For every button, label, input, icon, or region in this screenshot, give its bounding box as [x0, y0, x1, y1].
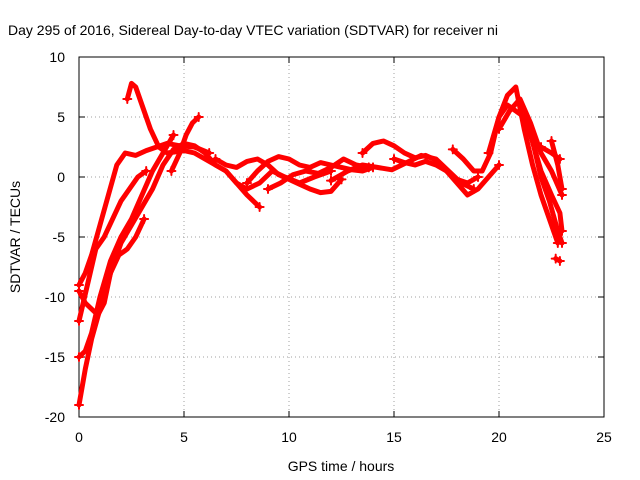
data-point-marker [554, 256, 565, 266]
x-tick-label: 10 [281, 429, 297, 445]
data-point-marker [546, 136, 557, 146]
axis-ticks: 0 5 10 15 20 25 -20 -15 -10 -5 0 5 10 [45, 49, 612, 445]
data-point-marker [483, 148, 494, 158]
data-point-marker [536, 142, 546, 152]
data-point-marker [326, 175, 336, 186]
data-point-marker [263, 184, 273, 194]
series-line-sat-f [76, 216, 147, 318]
y-axis-label: SDTVAR / TECUs [7, 181, 23, 293]
y-tick-label: 0 [57, 169, 65, 185]
y-tick-label: 5 [57, 109, 65, 125]
y-tick-label: -20 [45, 409, 65, 425]
data-point-marker [557, 238, 567, 248]
series-line-sat-h [213, 156, 344, 196]
data-point-marker [557, 226, 567, 236]
data-point-marker [74, 352, 84, 362]
data-point-marker [74, 286, 84, 296]
data-point-marker [193, 112, 204, 122]
data-point-marker [204, 148, 215, 158]
y-tick-label: -5 [53, 229, 66, 245]
series-line-sat-m [391, 156, 502, 198]
data-point-marker [357, 148, 368, 158]
data-point-marker [166, 166, 177, 176]
series-line-sat-q [517, 108, 565, 234]
data-point-marker [168, 130, 179, 140]
data-point-marker [515, 106, 525, 116]
data-point-marker [389, 154, 399, 164]
data-point-marker [473, 172, 483, 182]
x-axis-label: GPS time / hours [288, 458, 395, 474]
y-tick-label: -10 [45, 289, 65, 305]
data-point-marker [139, 214, 150, 224]
series-line-sat-d [76, 132, 176, 360]
x-tick-label: 25 [596, 429, 612, 445]
x-tick-label: 20 [491, 429, 507, 445]
series-line-sat-n [450, 84, 561, 246]
data-point-marker [141, 166, 152, 176]
x-tick-label: 15 [386, 429, 402, 445]
chart-title: Day 295 of 2016, Sidereal Day-to-day VTE… [8, 22, 498, 38]
x-tick-label: 0 [75, 429, 83, 445]
series-line-sat-j [265, 156, 372, 192]
data-point-marker [210, 154, 221, 164]
series-group [74, 80, 567, 410]
series-line-sat-p [496, 96, 565, 198]
series-line-sat-e [76, 168, 149, 324]
data-point-marker [242, 178, 252, 188]
data-point-marker [447, 144, 458, 155]
data-point-marker [122, 94, 133, 104]
series-line-sat-l [360, 138, 481, 186]
series-line-sat-g [168, 114, 202, 174]
y-tick-label: 10 [49, 49, 65, 65]
series-line-sat-s [549, 138, 565, 192]
y-tick-label: -15 [45, 349, 65, 365]
data-point-marker [74, 400, 84, 410]
data-point-marker [557, 184, 567, 194]
data-point-marker [494, 160, 504, 170]
data-point-marker [74, 316, 84, 326]
data-point-marker [494, 124, 504, 134]
data-point-marker [254, 202, 265, 212]
x-tick-label: 5 [180, 429, 188, 445]
